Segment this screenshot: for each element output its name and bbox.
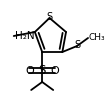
Text: O: O — [51, 66, 59, 76]
Text: S: S — [46, 12, 53, 22]
Text: O: O — [25, 66, 34, 76]
Text: H₂N: H₂N — [15, 31, 34, 41]
Text: S: S — [74, 40, 80, 50]
Text: S: S — [39, 65, 46, 78]
Text: CH₃: CH₃ — [89, 34, 106, 42]
